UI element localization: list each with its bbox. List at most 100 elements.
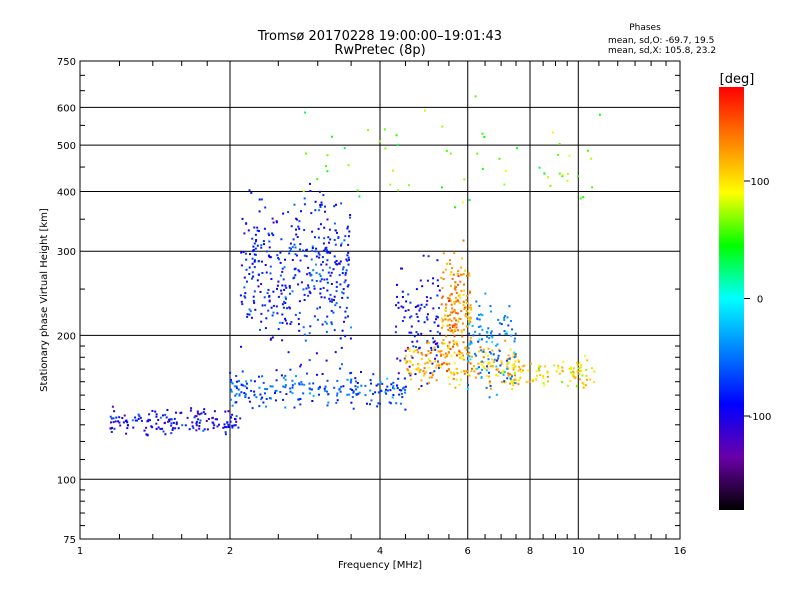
- data-point: [380, 389, 383, 392]
- data-point: [416, 316, 419, 318]
- data-point: [231, 413, 234, 416]
- x-tick-label: 4: [377, 546, 383, 557]
- data-point: [330, 271, 333, 274]
- data-point: [457, 283, 460, 286]
- data-point: [499, 372, 502, 374]
- data-point: [468, 320, 470, 323]
- data-point: [332, 311, 335, 314]
- data-point: [289, 307, 291, 310]
- data-point: [487, 362, 489, 365]
- data-point: [477, 326, 480, 328]
- data-point: [114, 420, 117, 423]
- data-point: [227, 426, 230, 428]
- data-point: [394, 331, 397, 334]
- data-point: [449, 294, 451, 297]
- data-point: [244, 393, 247, 396]
- data-point: [240, 345, 242, 348]
- data-point: [580, 364, 582, 367]
- data-point: [448, 318, 451, 321]
- data-point: [400, 402, 402, 405]
- x-tick-label: 16: [674, 546, 687, 557]
- data-point: [335, 285, 338, 288]
- data-point: [426, 382, 429, 385]
- data-point: [452, 310, 455, 313]
- data-point: [441, 341, 444, 344]
- data-point: [240, 391, 243, 394]
- data-points: [109, 95, 601, 437]
- data-point: [536, 374, 538, 377]
- data-point: [459, 273, 462, 276]
- data-point: [510, 374, 513, 377]
- data-point: [255, 396, 258, 399]
- data-point: [349, 337, 352, 340]
- data-point: [414, 306, 417, 308]
- data-point: [251, 257, 254, 260]
- data-point: [299, 403, 302, 406]
- data-point: [438, 364, 441, 367]
- data-point: [503, 330, 506, 333]
- data-point: [198, 421, 201, 424]
- data-point: [433, 346, 436, 349]
- data-point: [471, 355, 473, 358]
- data-point: [243, 392, 246, 394]
- data-point: [397, 306, 400, 309]
- data-point: [247, 396, 250, 399]
- data-point: [466, 373, 469, 376]
- data-point: [234, 394, 237, 397]
- data-point: [203, 428, 206, 431]
- data-point: [216, 418, 218, 421]
- data-point: [481, 132, 484, 135]
- data-point: [264, 206, 267, 209]
- data-point: [231, 426, 234, 429]
- data-point: [291, 379, 294, 382]
- data-point: [349, 388, 352, 390]
- data-point: [457, 270, 460, 273]
- data-point: [342, 292, 345, 295]
- data-point: [268, 240, 271, 243]
- data-point: [377, 402, 380, 405]
- data-point: [500, 360, 503, 362]
- data-point: [313, 287, 316, 290]
- data-point: [453, 252, 456, 255]
- data-point: [553, 364, 556, 367]
- data-point: [468, 306, 471, 309]
- data-point: [326, 315, 329, 318]
- data-point: [447, 376, 450, 379]
- data-point: [336, 392, 339, 395]
- data-point: [245, 380, 247, 383]
- data-point: [204, 412, 207, 415]
- data-point: [450, 293, 453, 296]
- data-point: [302, 326, 305, 329]
- data-point: [457, 275, 460, 278]
- data-point: [513, 337, 516, 340]
- data-point: [117, 420, 120, 423]
- data-point: [443, 342, 446, 345]
- data-point: [155, 415, 158, 418]
- data-point: [275, 379, 278, 382]
- data-point: [449, 273, 452, 276]
- data-point: [190, 407, 193, 410]
- colorbar-tick-label: -100: [749, 412, 772, 423]
- data-point: [432, 337, 434, 340]
- data-point: [400, 267, 402, 270]
- data-point: [578, 378, 581, 381]
- data-point: [498, 157, 501, 160]
- data-point: [580, 369, 583, 372]
- data-point: [471, 324, 474, 327]
- data-point: [315, 255, 318, 258]
- data-point: [582, 386, 585, 389]
- data-point: [463, 289, 465, 292]
- data-point: [277, 257, 280, 259]
- data-point: [303, 333, 306, 336]
- data-point: [575, 361, 578, 364]
- data-point: [293, 268, 296, 271]
- data-point: [481, 314, 484, 317]
- data-point: [321, 323, 324, 326]
- data-point: [396, 384, 399, 387]
- data-point: [495, 393, 498, 396]
- data-point: [321, 256, 324, 259]
- data-point: [319, 386, 321, 389]
- data-point: [280, 374, 283, 377]
- data-point: [423, 306, 426, 308]
- data-point: [252, 275, 255, 278]
